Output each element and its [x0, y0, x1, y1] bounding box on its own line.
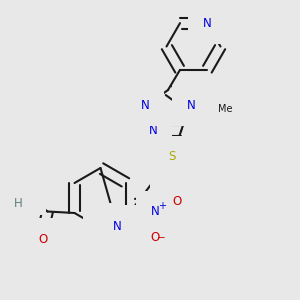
Text: O: O — [22, 188, 32, 201]
Text: O: O — [150, 231, 160, 244]
Text: N: N — [141, 99, 149, 112]
Text: O: O — [38, 232, 48, 246]
Text: N: N — [202, 16, 211, 30]
Text: H: H — [14, 197, 23, 210]
Text: N: N — [113, 220, 122, 232]
Text: S: S — [169, 150, 176, 163]
Text: N: N — [187, 99, 195, 112]
Text: H: H — [98, 217, 106, 230]
Text: N: N — [149, 124, 158, 137]
Text: Me: Me — [218, 103, 232, 113]
Text: −: − — [157, 233, 166, 243]
Text: O: O — [165, 190, 174, 203]
Text: +: + — [158, 201, 166, 211]
Text: O: O — [173, 195, 182, 208]
Text: N: N — [151, 205, 159, 218]
